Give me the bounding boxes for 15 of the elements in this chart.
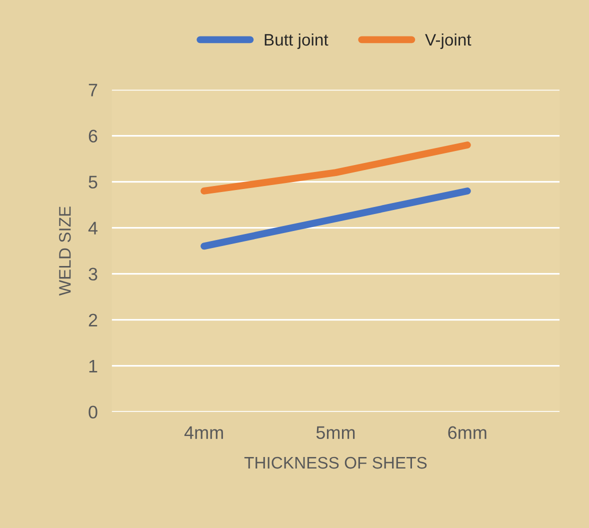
y-tick-label: 2 — [88, 314, 98, 326]
y-tick-label: 1 — [89, 360, 98, 372]
x-axis-title: THICKNESS OF SHETS — [244, 456, 427, 469]
legend-label: Butt joint — [264, 33, 328, 49]
x-tick-label: 5mm — [316, 426, 355, 439]
y-tick-label: 4 — [88, 222, 98, 234]
y-axis-title: WELD SIZE — [58, 206, 71, 296]
legend-label: V-joint — [425, 33, 472, 49]
y-tick-label: 3 — [88, 268, 98, 281]
y-tick-label: 5 — [88, 176, 98, 189]
x-tick-label: 4mm — [184, 426, 223, 439]
x-tick-label: 6mm — [448, 426, 486, 439]
y-tick-label: 7 — [88, 84, 98, 96]
y-tick-label: 6 — [88, 130, 98, 142]
y-tick-label: 0 — [88, 406, 98, 419]
